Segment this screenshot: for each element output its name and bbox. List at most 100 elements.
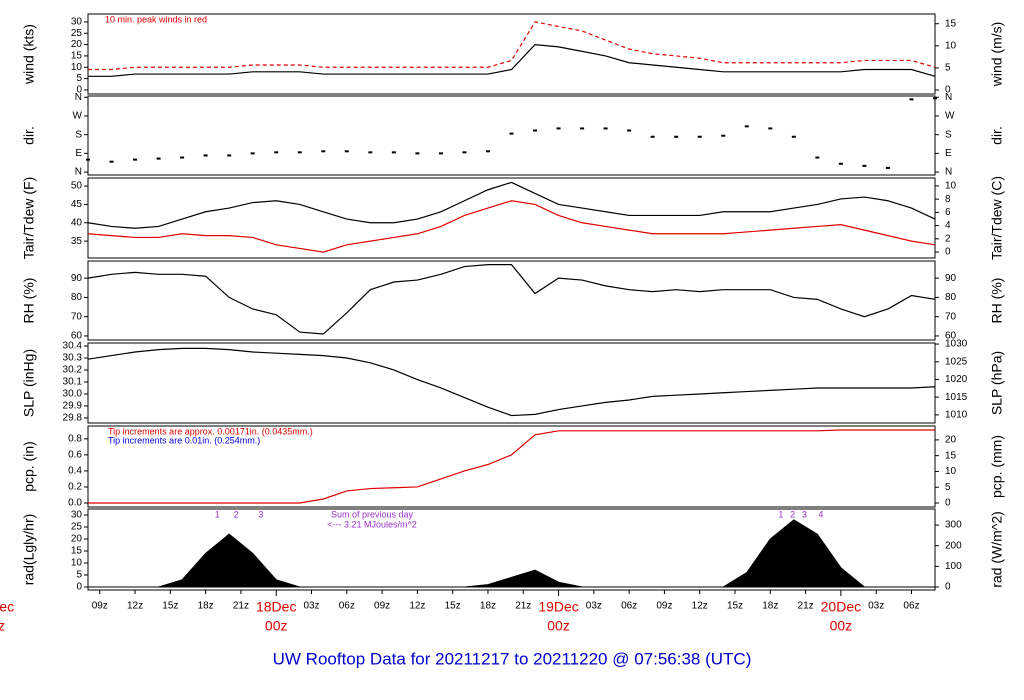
hour-marker: 4 [818,509,823,519]
series-line [88,429,935,504]
y2-tick-label: 0 [945,582,951,593]
series-line [88,21,936,71]
x-tick-label: 15z [727,601,743,612]
series-line [87,264,936,335]
dir-point [674,135,679,138]
y2-tick-label: 1010 [945,409,968,420]
y-tick-label: 5 [76,73,82,84]
y2-axis-label: rad (W/m^2) [989,511,1005,588]
y2-axis-label: wind (m/s) [989,22,1005,88]
dir-point [815,156,820,159]
y-tick-label: 30.1 [63,377,83,388]
y2-tick-label: 20 [945,435,957,446]
x-tick-label: 03z [303,601,319,612]
dir-point [580,127,585,130]
dir-point [885,166,890,169]
annotation: 10 min. peak winds in red [105,14,207,24]
hour-marker: 2 [790,509,795,519]
y2-tick-label: 0 [945,85,951,96]
x-tick-label: 12z [127,601,143,612]
y2-tick-label: 6 [945,207,951,218]
day-label: 17Dec [0,599,14,615]
y2-axis-label: dir. [989,126,1005,145]
y-tick-label: E [75,148,82,159]
y2-tick-label: 200 [945,540,962,551]
y-tick-label: 0 [76,85,82,96]
footer-title: UW Rooftop Data for 20211217 to 20211220… [273,649,752,668]
y2-tick-label: 10 [945,40,957,51]
y2-tick-label: 1025 [945,356,968,367]
y-tick-label: 70 [71,311,83,322]
y2-tick-label: 90 [945,273,957,284]
dir-point [768,127,773,130]
y2-tick-label: 1015 [945,392,968,403]
y2-tick-label: 0 [945,247,951,258]
series-line [87,200,936,253]
y2-tick-label: 5 [945,482,951,493]
y-tick-label: 20 [71,39,83,50]
dir-point [838,162,843,165]
y2-tick-label: 0 [945,498,951,509]
y2-tick-label: 2 [945,233,951,244]
series-line [87,347,936,417]
dir-point [180,156,185,159]
y-tick-label: N [75,167,82,178]
annotation: <--- 3.21 MJoules/m^2 [327,519,417,529]
x-tick-label: 06z [339,601,355,612]
y2-axis-label: RH (%) [989,278,1005,324]
dir-point [721,134,726,137]
y-tick-label: 29.8 [63,413,83,424]
y-axis-label: pcp. (in) [21,441,37,492]
day-label: 19Dec [538,599,578,615]
y2-tick-label: 10 [945,466,957,477]
x-tick-label: 12z [409,601,425,612]
y-tick-label: 90 [71,273,83,284]
day-hour-label: 00z [547,618,570,634]
y2-tick-label: S [945,129,952,140]
x-tick-label: 18z [198,601,214,612]
dir-point [933,97,937,100]
day-label: 18Dec [256,599,296,615]
dir-point [650,135,655,138]
x-tick-label: 18z [480,601,496,612]
y-tick-label: 60 [71,331,83,342]
dir-point [368,151,373,154]
dir-point [909,98,914,101]
panel-frame [87,508,936,591]
series-line [88,43,936,77]
dir-point [485,150,490,153]
x-tick-label: 09z [374,601,390,612]
y-tick-label: 0 [76,582,82,593]
panel-frame [87,95,936,176]
panel-frame [87,260,936,341]
x-tick-label: 21z [515,601,531,612]
dir-point [344,150,349,153]
dir-point [533,129,538,132]
y-tick-label: 35 [71,236,83,247]
y-tick-label: 0.4 [68,466,82,477]
dir-point [697,135,702,138]
dir-point [862,164,867,167]
dir-point [321,150,326,153]
rad-area [88,519,935,588]
y-tick-label: 0.6 [68,450,82,461]
y-axis-label: wind (kts) [21,24,37,85]
panel-frame [87,342,936,424]
y2-tick-label: 8 [945,194,951,205]
dir-point [133,158,138,161]
x-tick-label: 15z [162,601,178,612]
y-tick-label: 50 [71,181,83,192]
y2-axis-label: Tair/Tdew (C) [989,176,1005,260]
y-tick-label: 10 [71,62,83,73]
y-tick-label: 30.3 [63,353,83,364]
day-hour-label: 00z [0,618,5,634]
dir-point [462,151,467,154]
day-label: 20Dec [821,599,861,615]
annotation: Tip increments are approx. 0.00171in. (0… [108,426,313,436]
dir-point [438,152,443,155]
y2-tick-label: N [945,167,952,178]
y-tick-label: 15 [71,546,83,557]
dir-point [603,127,608,130]
